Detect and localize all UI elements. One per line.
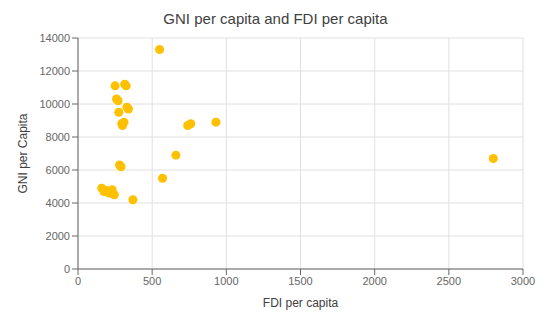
svg-text:12000: 12000 [39,65,70,77]
html-text:GNI per capita and FDI per cap: GNI per capita and FDI per capita [163,10,388,27]
svg-text:8000: 8000 [46,131,70,143]
svg-text:3000: 3000 [511,275,535,287]
svg-text:6000: 6000 [46,164,70,176]
svg-text:500: 500 [143,275,161,287]
svg-text:0: 0 [75,275,81,287]
svg-text:1500: 1500 [288,275,312,287]
svg-text:2000: 2000 [46,230,70,242]
svg-text:0: 0 [64,263,70,275]
svg-text:1000: 1000 [214,275,238,287]
svg-text:2000: 2000 [362,275,386,287]
svg-text:10000: 10000 [39,98,70,110]
svg-text:4000: 4000 [46,197,70,209]
svg-text:2500: 2500 [437,275,461,287]
svg-text:14000: 14000 [39,32,70,44]
svg-text:FDI per capita: FDI per capita [263,296,339,310]
svg-text:GNI per Capita: GNI per Capita [16,113,30,193]
